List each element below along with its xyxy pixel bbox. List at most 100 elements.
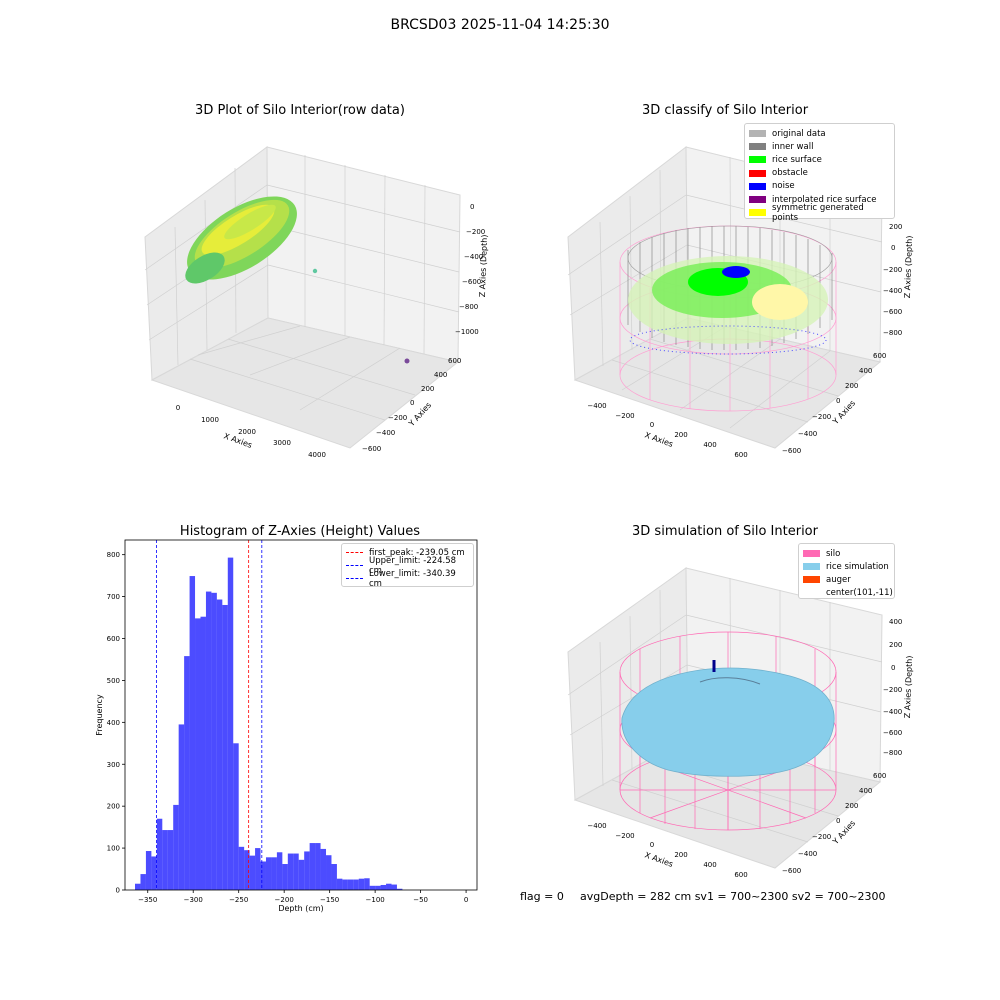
histogram-bar <box>135 883 141 890</box>
histogram-bar <box>222 604 228 890</box>
histogram-bar <box>375 885 381 890</box>
histogram-bar <box>331 864 337 890</box>
raw-axes-panes <box>144 146 461 449</box>
histogram-bar <box>167 830 174 890</box>
simulation-rice-surface <box>621 660 835 777</box>
x-tick-label: −100 <box>366 896 385 904</box>
classify-z-tick: 0 <box>891 244 895 252</box>
histogram-bar <box>227 557 234 890</box>
raw-y-tick: 0 <box>410 399 414 407</box>
histogram-bar <box>249 855 256 890</box>
raw-y-tick: 200 <box>421 385 434 393</box>
histogram-bar <box>233 743 239 890</box>
classify-plot-title: 3D classify of Silo Interior <box>641 103 809 118</box>
histogram-bar <box>320 848 327 890</box>
simulation-y-tick: 200 <box>845 802 858 810</box>
histogram-bar <box>271 857 277 890</box>
legend-item-rice-surface: rice surface <box>749 153 890 166</box>
histogram-bar <box>298 859 305 890</box>
histogram-bar <box>342 879 348 890</box>
raw-x-tick: 2000 <box>238 428 256 436</box>
dashed-line-icon <box>346 565 363 567</box>
raw-y-tick: −600 <box>362 445 381 453</box>
histogram-bar <box>205 591 212 890</box>
y-tick-label: 200 <box>107 803 120 811</box>
simulation-y-label: Y Axies <box>830 819 857 847</box>
simulation-x-tick: 0 <box>650 841 654 849</box>
simulation-y-tick: −200 <box>812 833 831 841</box>
raw-3d-plot[interactable]: 0 1000 2000 3000 4000 600 400 200 0 −200… <box>0 0 500 500</box>
histogram-bar <box>369 885 376 890</box>
histogram-bar <box>156 818 163 890</box>
histogram-bar <box>145 851 152 890</box>
classify-y-tick: 200 <box>845 382 858 390</box>
histogram-x-ticks: −350 −300 −250 −200 −150 −100 −50 0 <box>138 890 468 904</box>
legend-item-center: center(101,-11) <box>803 587 893 600</box>
simulation-legend: silo rice simulation auger center(101,-1… <box>798 543 895 599</box>
legend-item-symmetric: symmetric generated points <box>749 203 890 223</box>
x-tick-label: −250 <box>229 896 248 904</box>
classify-z-tick: −800 <box>883 329 902 337</box>
histogram-reference-lines <box>156 540 263 890</box>
simulation-z-tick: −200 <box>883 686 902 694</box>
raw-z-tick: −600 <box>462 278 481 286</box>
x-tick-label: −350 <box>138 896 157 904</box>
histogram-bar <box>380 884 387 890</box>
simulation-z-tick: 0 <box>891 664 895 672</box>
y-tick-label: 100 <box>107 845 120 853</box>
classify-y-tick: 0 <box>836 397 840 405</box>
histogram-bar <box>173 804 179 890</box>
simulation-z-tick: −600 <box>883 729 902 737</box>
empty-swatch-icon <box>803 590 820 597</box>
simulation-z-tick: 200 <box>889 641 902 649</box>
classify-z-tick: −400 <box>883 287 902 295</box>
x-tick-label: −150 <box>320 896 339 904</box>
swatch-icon <box>749 130 766 138</box>
histogram-bar <box>260 861 266 890</box>
histogram-bar <box>211 592 217 890</box>
classify-y-tick: 600 <box>873 352 886 360</box>
y-tick-label: 300 <box>107 761 120 769</box>
raw-x-tick: 1000 <box>201 416 219 424</box>
histogram-bar <box>287 853 294 890</box>
histogram-bar <box>315 843 321 890</box>
status-avg-depth: avgDepth = 282 cm sv1 = 700~2300 sv2 = 7… <box>580 890 886 903</box>
y-tick-label: 400 <box>107 719 120 727</box>
swatch-icon <box>803 550 820 558</box>
histogram-bar <box>276 852 283 890</box>
legend-item-lower-limit: Lower_limit: -340.39 cm <box>346 569 469 589</box>
histogram-title: Histogram of Z-Axies (Height) Values <box>179 524 421 539</box>
classify-3d-plot[interactable]: −400 −200 0 200 400 600 600 400 200 0 −2… <box>0 0 1000 500</box>
swatch-icon <box>803 563 820 571</box>
simulation-y-tick: −600 <box>782 867 801 875</box>
histogram-bar <box>282 864 288 890</box>
swatch-icon <box>749 169 766 177</box>
legend-item-silo: silo <box>803 547 890 560</box>
legend-item-obstacle: obstacle <box>749 167 890 180</box>
x-tick-label: −50 <box>413 896 428 904</box>
raw-z-tick: −200 <box>466 228 485 236</box>
classify-rice-surface <box>628 256 828 355</box>
simulation-x-tick: −400 <box>587 822 606 830</box>
histogram-bar <box>140 874 146 890</box>
raw-plot-title: 3D Plot of Silo Interior(row data) <box>195 103 405 118</box>
histogram-bar <box>255 848 261 890</box>
raw-x-tick: 0 <box>176 404 180 412</box>
classify-z-tick: 200 <box>889 223 902 231</box>
legend-item-original-data: original data <box>749 127 890 140</box>
raw-x-tick: 4000 <box>308 451 326 459</box>
classify-y-tick: −600 <box>782 447 801 455</box>
histogram-chart[interactable]: −350 −300 −250 −200 −150 −100 −50 0 0 100 200 300 4… <box>0 500 500 920</box>
histogram-bar <box>200 616 206 890</box>
histogram-y-ticks: 0 100 200 300 400 500 600 700 800 <box>107 551 125 895</box>
legend-item-noise: noise <box>749 180 890 193</box>
classify-x-tick: 0 <box>650 421 654 429</box>
histogram-y-label: Frequency <box>95 694 104 736</box>
y-tick-label: 500 <box>107 677 120 685</box>
histogram-bar <box>216 599 223 890</box>
x-tick-label: 0 <box>464 896 468 904</box>
raw-y-tick: −400 <box>376 429 395 437</box>
histogram-bar <box>244 850 250 890</box>
classify-z-tick: −200 <box>883 266 902 274</box>
